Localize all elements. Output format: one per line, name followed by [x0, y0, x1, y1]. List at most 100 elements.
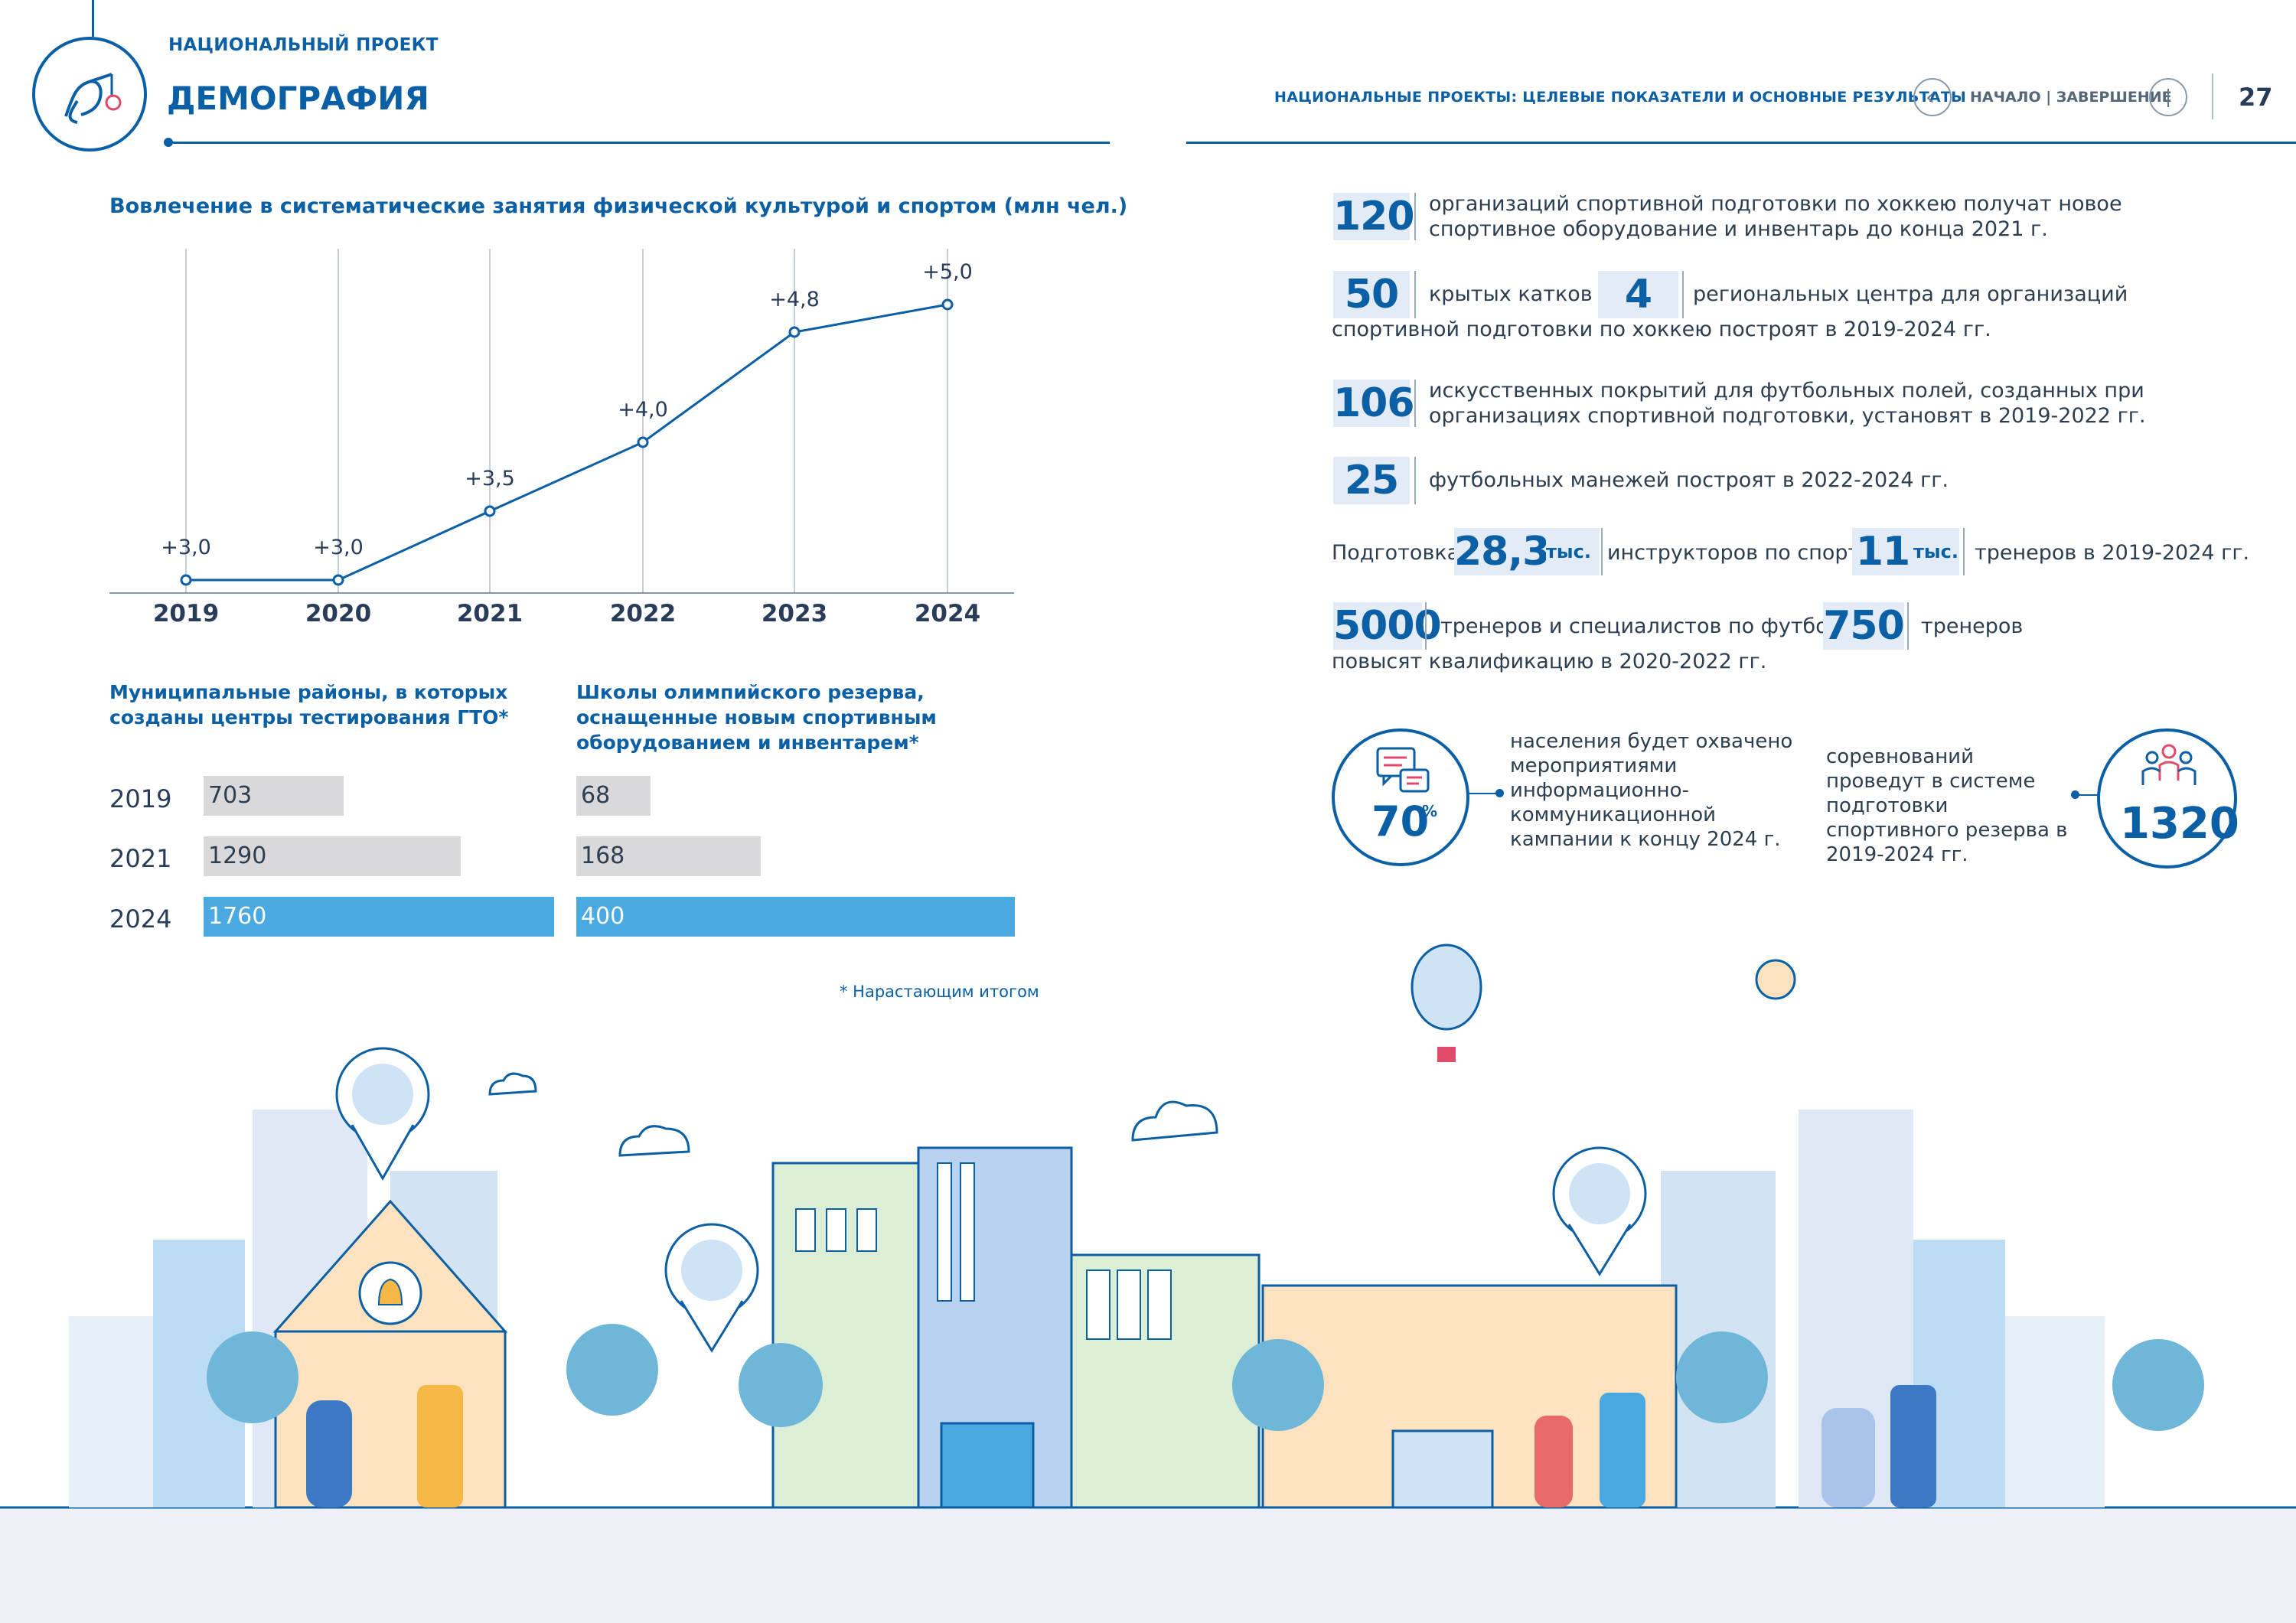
left-header-rule	[168, 142, 1110, 144]
circle-70-unit: %	[1422, 802, 1438, 820]
page-divider	[2212, 73, 2213, 119]
bar	[576, 776, 651, 816]
data-label: +3,5	[465, 467, 515, 490]
data-point	[941, 298, 954, 311]
bar	[204, 776, 344, 816]
data-label: +3,0	[313, 536, 364, 559]
logo-stork-icon	[32, 37, 147, 152]
stat4-text: футбольных манежей построят в 2022-2024 …	[1429, 468, 1949, 492]
bar-year-2019: 2019	[109, 784, 172, 813]
stat6-text-a: тренеров и специалистов по футболу и	[1440, 614, 1874, 638]
x-tick-label: 2023	[762, 600, 827, 627]
city-illustration	[0, 943, 2296, 1623]
data-point	[788, 326, 801, 338]
bar	[204, 836, 461, 876]
data-point	[484, 505, 496, 517]
stat6-number-a: 5000	[1333, 602, 1442, 650]
data-label: +4,8	[769, 288, 820, 311]
x-tick-label: 2020	[305, 600, 371, 627]
connector-dot-1	[1468, 793, 1499, 794]
stat3-sep	[1414, 380, 1416, 427]
data-label: +4,0	[618, 398, 668, 422]
data-point	[637, 436, 649, 448]
bar	[576, 836, 761, 876]
stat5-sep-b	[1963, 528, 1965, 575]
data-point	[180, 574, 192, 586]
stat6-sep-b	[1907, 602, 1909, 650]
stat5-text-b: тренеров в 2019-2024 гг.	[1975, 541, 2250, 565]
bar-value-label: 168	[581, 842, 625, 869]
project-name: ДЕМОГРАФИЯ	[167, 80, 429, 117]
project-label: НАЦИОНАЛЬНЫЙ ПРОЕКТ	[168, 35, 439, 55]
stat3-text: искусственных покрытий для футбольных по…	[1429, 379, 2146, 428]
page-number: 27	[2239, 83, 2273, 112]
x-tick-label: 2019	[153, 600, 219, 627]
bar	[204, 897, 554, 937]
stat5-sep-a	[1601, 528, 1603, 575]
stat2-text-a: крытых катков и	[1429, 282, 1613, 306]
bars-right-title: Школы олимпийского резерва, оснащенные н…	[576, 681, 937, 754]
line-chart-title: Вовлечение в систематические занятия физ…	[109, 194, 1128, 218]
data-label: +5,0	[922, 260, 973, 284]
bars-left-title: Муниципальные районы, в которых созданы …	[109, 681, 509, 728]
stat2-text-b: региональных центра для организаций	[1693, 282, 2128, 306]
data-label: +3,0	[161, 536, 211, 559]
stat5-number-b: 11	[1852, 528, 1913, 575]
stat1-text: организаций спортивной подготовки по хок…	[1429, 192, 2122, 241]
end-button[interactable]	[2149, 78, 2187, 116]
stat5-unit-b: тыс.	[1913, 528, 1959, 575]
stat6-sep-a	[1425, 602, 1427, 650]
people-icon	[2141, 744, 2197, 785]
stat5-prefix: Подготовка	[1332, 541, 1460, 565]
circle-70-text: населения будет охвачено мероприятиями и…	[1510, 730, 1793, 851]
stat-circle-70: 70 %	[1332, 728, 1469, 866]
top-vertical-line	[92, 0, 94, 37]
bar-value-label: 1290	[208, 842, 267, 869]
stat4-sep	[1414, 457, 1416, 504]
bar	[576, 897, 1015, 937]
left-rule-dot	[164, 138, 173, 147]
bar-year-2021: 2021	[109, 844, 172, 873]
chevron-left-icon: ‹	[1926, 84, 1935, 111]
stat6-text-b: тренеров	[1921, 614, 2024, 638]
back-button[interactable]: ‹	[1913, 78, 1952, 116]
stat2-text-c: спортивной подготовки по хоккею построят…	[1332, 318, 1991, 341]
stat1-sep	[1414, 193, 1416, 240]
connector-dot-2b	[2071, 790, 2079, 799]
bar-value-label: 400	[581, 903, 625, 930]
line-chart: +3,0 2019 +3,0 2020 +3,5 2021 +4,0 2022 +4,8 2023…	[109, 249, 1014, 627]
circle-1320-text: соревнований проведут в системе подготов…	[1826, 745, 2068, 866]
bar-value-label: 68	[581, 782, 611, 809]
bar-year-2024: 2024	[109, 904, 172, 934]
footnote: * Нарастающим итогом	[840, 983, 1039, 1001]
series-line	[186, 303, 948, 582]
stat4-number: 25	[1333, 457, 1410, 504]
bar-icon	[2167, 89, 2169, 107]
right-title: НАЦИОНАЛЬНЫЕ ПРОЕКТЫ: ЦЕЛЕВЫЕ ПОКАЗАТЕЛИ…	[1274, 89, 1967, 106]
stat5-unit-a: тыс.	[1546, 528, 1600, 575]
chat-icon	[1376, 747, 1430, 793]
x-tick-label: 2022	[610, 600, 676, 627]
stat5-number-a: 28,3	[1454, 528, 1550, 575]
stat2-sep-a	[1414, 271, 1416, 318]
bar-value-label: 1760	[208, 903, 267, 930]
stat-circle-1320: 1320	[2097, 728, 2239, 869]
circle-1320-value: 1320	[2120, 799, 2239, 849]
stat6-number-b: 750	[1823, 602, 1905, 650]
circle-70-value: 70	[1371, 797, 1430, 846]
stat5-text-a: инструкторов по спорту,	[1607, 541, 1879, 565]
bar-value-label: 703	[208, 782, 253, 809]
stat1-number: 120	[1333, 193, 1415, 240]
stat2-number-a: 50	[1333, 271, 1410, 318]
stat3-number: 106	[1333, 380, 1415, 427]
stat2-number-b: 4	[1598, 271, 1678, 318]
nav-label[interactable]: НАЧАЛО | ЗАВЕРШЕНИЕ	[1970, 89, 2172, 106]
x-tick-label: 2024	[915, 600, 980, 627]
connector-dot-2	[2076, 794, 2099, 796]
connector-dot-1b	[1495, 789, 1504, 797]
stat2-sep-b	[1682, 271, 1684, 318]
right-header-rule	[1186, 142, 2296, 144]
x-tick-label: 2021	[457, 600, 523, 627]
data-point	[332, 574, 344, 586]
stat6-text-c: повысят квалификацию в 2020-2022 гг.	[1332, 650, 1767, 673]
